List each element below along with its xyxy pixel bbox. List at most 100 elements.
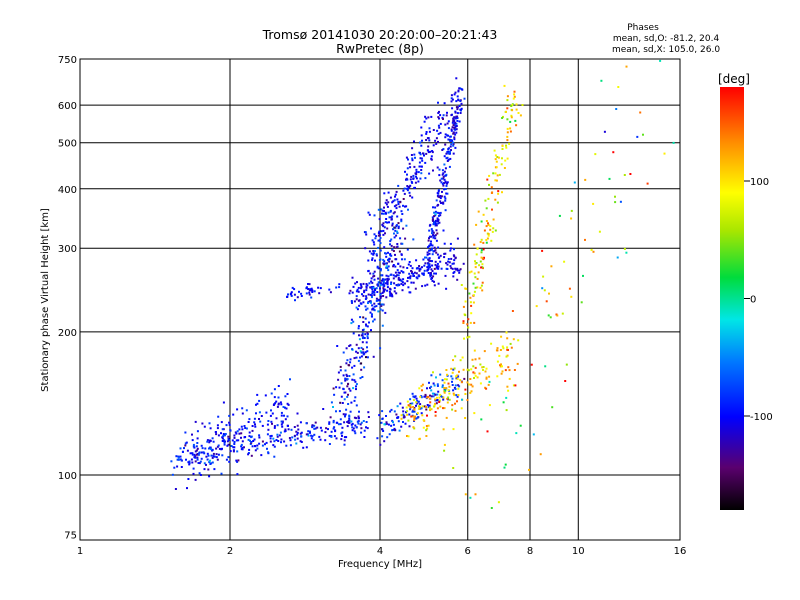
point-6-98: [389, 410, 392, 413]
point-8-14: [470, 304, 473, 307]
point-1-50: [256, 402, 259, 405]
point-4-49: [385, 199, 388, 202]
point-8-54: [476, 247, 479, 250]
point-2-193: [401, 281, 404, 284]
point-10-7: [672, 141, 675, 144]
point-9-5: [328, 288, 331, 291]
point-2-30: [450, 267, 453, 270]
point-7-43: [476, 376, 479, 379]
point-4-81: [384, 221, 387, 224]
point-5-34: [344, 369, 347, 372]
point-3-165: [428, 237, 430, 240]
point-3-88: [441, 190, 443, 193]
y-tick-label-7: 750: [58, 55, 77, 66]
point-1-62: [273, 426, 276, 429]
point-5-142: [399, 237, 402, 240]
point-4-30: [419, 177, 422, 180]
point-0-232: [175, 455, 178, 458]
point-8-32: [494, 179, 497, 182]
point-3-249: [429, 244, 432, 247]
point-1-122: [258, 442, 261, 445]
point-3-49: [440, 202, 442, 204]
point-0-27: [289, 444, 292, 447]
point-3-35: [432, 250, 435, 253]
point-6-66: [442, 398, 445, 401]
point-2-263: [408, 276, 411, 279]
point-7-9: [506, 385, 509, 388]
point-0-103: [250, 436, 253, 439]
point-6-139: [430, 385, 433, 388]
point-2-151: [359, 287, 362, 290]
point-1-120: [240, 425, 243, 428]
point-7-19: [498, 354, 501, 357]
point-1-185: [195, 453, 198, 456]
point-4-100: [437, 101, 439, 104]
point-1-14: [228, 414, 231, 417]
point-1-94: [188, 462, 191, 465]
point-8-126: [477, 210, 480, 213]
point-3-216: [437, 220, 439, 223]
point-6-116: [455, 377, 458, 380]
point-5-116: [364, 351, 367, 354]
point-4-33: [391, 224, 394, 227]
point-8-81: [479, 241, 482, 243]
point-3-160: [451, 121, 454, 124]
point-2-214: [392, 274, 395, 277]
point-8-79: [497, 156, 500, 159]
point-4-205: [432, 169, 434, 172]
point-1-147: [264, 394, 267, 397]
point-7-64: [512, 338, 515, 341]
point-7-179: [426, 427, 429, 430]
point-7-173: [425, 406, 428, 408]
point-6-117: [412, 410, 415, 413]
point-4-178: [396, 215, 399, 218]
point-7-93: [417, 407, 420, 410]
point-3-213: [445, 114, 448, 117]
point-5-236: [394, 229, 397, 232]
point-7-62: [454, 355, 457, 358]
point-4-212: [406, 189, 409, 192]
point-2-188: [379, 282, 382, 285]
point-4-82: [414, 181, 417, 184]
point-5-258: [345, 347, 348, 350]
point-4-147: [377, 239, 380, 242]
point-7-92: [454, 409, 457, 412]
point-8-64: [495, 179, 498, 182]
point-3-215: [433, 267, 436, 270]
point-1-100: [232, 450, 235, 453]
point-3-83: [451, 126, 454, 129]
point-4-107: [418, 165, 421, 168]
point-10-35: [511, 310, 514, 312]
point-8-49: [468, 271, 471, 274]
point-4-163: [372, 252, 375, 255]
point-0-4: [337, 423, 340, 426]
point-3-121: [447, 150, 450, 153]
point-0-60: [208, 461, 211, 464]
point-1-52: [228, 423, 231, 426]
point-0-55: [313, 424, 316, 427]
point-7-168: [451, 408, 454, 411]
point-6-123: [395, 413, 398, 416]
point-3-134: [424, 256, 426, 259]
point-5-30: [361, 376, 364, 378]
point-3-86: [436, 232, 439, 235]
point-0-183: [357, 415, 360, 418]
point-2-110: [365, 283, 368, 285]
point-0-210: [250, 454, 253, 457]
point-0-45: [177, 458, 180, 461]
point-4-20: [419, 141, 422, 144]
point-0-165: [339, 418, 342, 421]
point-3-56: [442, 172, 445, 175]
point-1-18: [244, 436, 247, 438]
point-3-14: [427, 268, 429, 271]
point-8-111: [492, 218, 495, 221]
point-5-205: [348, 375, 351, 377]
point-10-21: [608, 177, 611, 180]
point-2-199: [406, 267, 409, 269]
point-3-202: [447, 147, 450, 150]
stats-line-x: mean, sd,X: 105.0, 26.0: [612, 45, 720, 55]
point-7-161: [407, 404, 410, 407]
point-3-10: [450, 97, 453, 100]
point-6-140: [398, 429, 401, 432]
point-7-47: [400, 414, 403, 417]
